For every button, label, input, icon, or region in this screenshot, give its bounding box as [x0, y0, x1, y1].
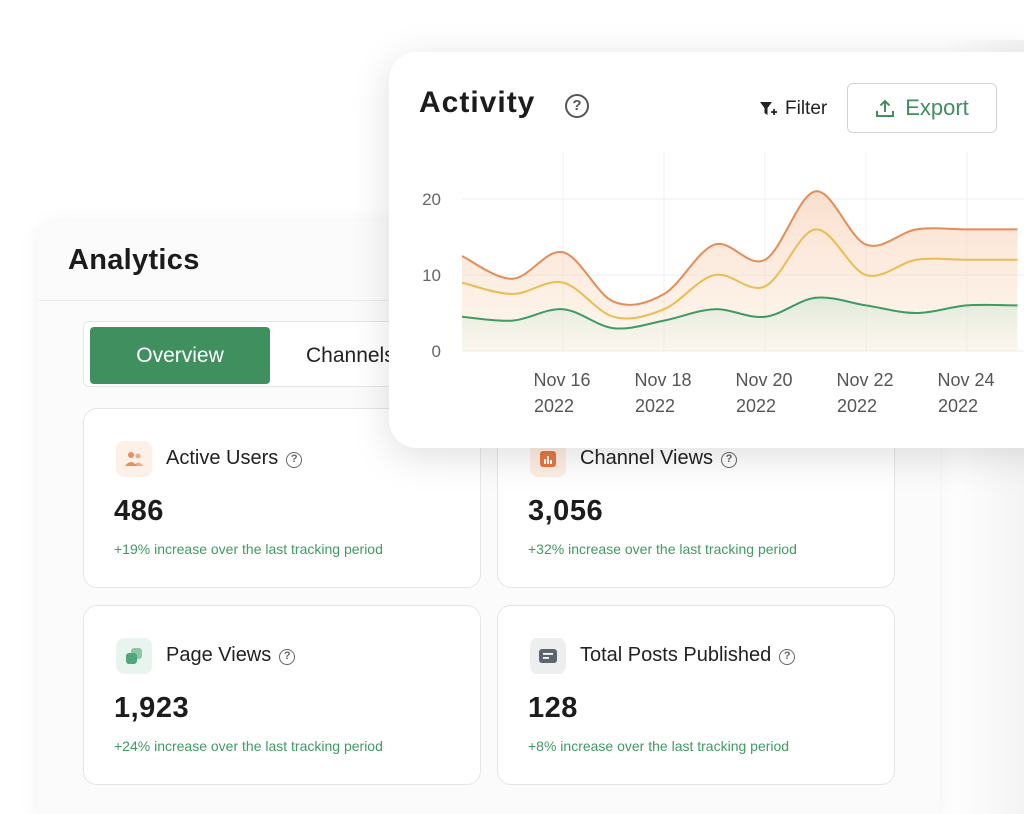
activity-card: Activity ? Filter Export 0 10 20 Nov 16 2022… — [389, 52, 1024, 448]
metric-value: 486 — [114, 495, 164, 527]
metric-card-page-views: Page Views? 1,923 +24% increase over the… — [83, 605, 481, 785]
x-tick-label: Nov 24 — [937, 370, 994, 390]
y-tick-label: 0 — [432, 342, 441, 361]
metric-label: Page Views — [166, 644, 272, 666]
metric-change: +24% increase over the last tracking per… — [114, 738, 383, 754]
export-button[interactable]: Export — [847, 83, 997, 133]
metric-card-total-posts: Total Posts Published? 128 +8% increase … — [497, 605, 895, 785]
activity-chart: 0 10 20 Nov 16 2022 Nov 18 2022 Nov 20 2022 Nov 2… — [422, 152, 1024, 416]
y-tick-label: 10 — [422, 266, 441, 285]
x-tick-label: Nov 18 — [634, 370, 691, 390]
x-tick-label: 2022 — [837, 396, 877, 416]
tab-overview[interactable]: Overview — [90, 327, 270, 384]
help-icon[interactable]: ? — [565, 94, 589, 118]
filter-icon — [760, 102, 777, 115]
x-tick-label: Nov 22 — [836, 370, 893, 390]
help-icon[interactable]: ? — [721, 452, 738, 468]
help-icon[interactable]: ? — [279, 649, 296, 665]
help-icon[interactable]: ? — [286, 452, 303, 468]
metric-value: 128 — [528, 692, 578, 724]
users-icon — [116, 441, 152, 477]
x-tick-label: Nov 20 — [735, 370, 792, 390]
series-line-top — [461, 190, 1018, 306]
metric-change: +8% increase over the last tracking peri… — [528, 738, 790, 754]
metric-label: Active Users — [166, 447, 279, 469]
document-icon — [530, 638, 566, 674]
metric-label: Channel Views — [580, 447, 714, 469]
activity-title: Activity — [419, 86, 536, 119]
x-tick-label: 2022 — [938, 396, 978, 416]
series-line-mid — [461, 228, 1018, 320]
x-tick-label: Nov 16 — [533, 370, 590, 390]
export-label: Export — [905, 95, 969, 120]
series-line-low — [461, 296, 1018, 330]
metric-value: 1,923 — [114, 692, 190, 724]
pages-icon — [116, 638, 152, 674]
y-tick-label: 20 — [422, 190, 441, 209]
x-tick-label: 2022 — [534, 396, 574, 416]
metric-value: 3,056 — [528, 495, 604, 527]
x-tick-label: 2022 — [736, 396, 776, 416]
help-icon[interactable]: ? — [779, 649, 796, 665]
metric-change: +32% increase over the last tracking per… — [528, 541, 797, 557]
metric-label: Total Posts Published — [580, 644, 772, 666]
series-area-low — [462, 297, 1018, 351]
filter-button[interactable]: Filter — [759, 98, 827, 120]
metric-change: +19% increase over the last tracking per… — [114, 541, 383, 557]
tab-channels[interactable]: Channels — [306, 343, 395, 367]
filter-label: Filter — [785, 98, 828, 119]
analytics-title: Analytics — [68, 244, 200, 276]
upload-icon — [876, 99, 895, 117]
x-tick-label: 2022 — [635, 396, 675, 416]
